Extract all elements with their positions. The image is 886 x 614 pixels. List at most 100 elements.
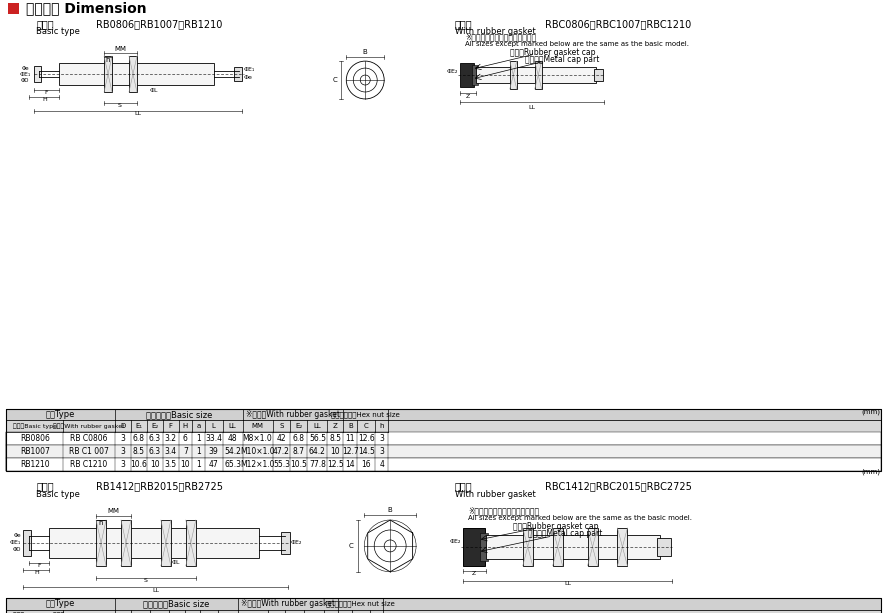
Text: 7: 7 xyxy=(183,448,188,456)
Text: ΦE₂: ΦE₂ xyxy=(449,540,461,545)
Text: 3.5: 3.5 xyxy=(165,460,176,469)
Bar xyxy=(471,65,478,85)
Text: 帽金属件Metal cap part: 帽金属件Metal cap part xyxy=(525,55,598,64)
Text: Basic type: Basic type xyxy=(36,489,80,499)
Bar xyxy=(522,528,532,566)
Text: ΦL: ΦL xyxy=(171,561,180,565)
Text: S: S xyxy=(279,424,284,429)
Bar xyxy=(593,69,602,81)
Text: LL: LL xyxy=(310,613,318,614)
Text: L: L xyxy=(206,613,211,614)
Text: 带胶垫With rubber gasket: 带胶垫With rubber gasket xyxy=(53,424,125,429)
Text: 1: 1 xyxy=(196,434,200,443)
Text: 带胶型: 带胶型 xyxy=(455,481,472,491)
Text: 39: 39 xyxy=(208,448,218,456)
Text: 10: 10 xyxy=(330,448,339,456)
Text: 胶垫帽Rubber gasket cap: 胶垫帽Rubber gasket cap xyxy=(512,521,598,530)
Text: 47.2: 47.2 xyxy=(273,448,290,456)
Text: ※带胶垫With rubber gasket: ※带胶垫With rubber gasket xyxy=(241,599,335,608)
Text: S: S xyxy=(274,613,278,614)
Text: LL: LL xyxy=(223,613,231,614)
Text: 14.5: 14.5 xyxy=(357,448,374,456)
Text: E₁: E₁ xyxy=(136,424,143,429)
Text: With rubber gasket: With rubber gasket xyxy=(455,489,535,499)
Bar xyxy=(6,408,880,472)
Text: a: a xyxy=(196,424,200,429)
Text: 56.5: 56.5 xyxy=(308,434,325,443)
Bar xyxy=(96,520,106,566)
Text: 六角螺母尺寸Hex nut size: 六角螺母尺寸Hex nut size xyxy=(331,411,400,418)
Text: 胶垫帽Rubber gasket cap: 胶垫帽Rubber gasket cap xyxy=(509,48,595,56)
Text: 11: 11 xyxy=(346,434,354,443)
Text: 1: 1 xyxy=(196,460,200,469)
Text: LL: LL xyxy=(528,105,534,110)
Text: h: h xyxy=(374,613,378,614)
Text: RBC0806・RBC1007・RBC1210: RBC0806・RBC1007・RBC1210 xyxy=(544,19,690,29)
Bar xyxy=(6,432,880,445)
Text: E₂: E₂ xyxy=(156,613,163,614)
Text: LL: LL xyxy=(563,581,571,586)
Bar xyxy=(587,528,597,566)
Text: E₂: E₂ xyxy=(152,424,159,429)
Text: 基本型尺寸Basic size: 基本型尺寸Basic size xyxy=(143,599,209,608)
Text: 3: 3 xyxy=(379,434,384,443)
Text: 16: 16 xyxy=(361,460,370,469)
Text: 帽金属件Metal cap part: 帽金属件Metal cap part xyxy=(527,529,602,538)
Text: RB C0806: RB C0806 xyxy=(70,434,108,443)
Bar xyxy=(6,408,880,421)
Text: 10: 10 xyxy=(180,460,190,469)
Text: Z: Z xyxy=(329,613,333,614)
Text: ※带胶垫With rubber gasket: ※带胶垫With rubber gasket xyxy=(245,410,339,419)
Text: D: D xyxy=(120,424,126,429)
Text: 10: 10 xyxy=(150,460,159,469)
Text: E₁: E₁ xyxy=(136,613,144,614)
Text: 基本型Basic type: 基本型Basic type xyxy=(12,424,57,429)
Text: C: C xyxy=(363,424,369,429)
Bar xyxy=(657,538,671,556)
Text: S: S xyxy=(144,578,148,583)
Text: 12.7: 12.7 xyxy=(341,448,358,456)
Text: RB1007: RB1007 xyxy=(19,448,50,456)
Text: ΦE₁: ΦE₁ xyxy=(10,540,21,545)
Bar xyxy=(160,520,171,566)
Text: ΦD: ΦD xyxy=(12,548,21,553)
Text: 55.3: 55.3 xyxy=(273,460,290,469)
Bar xyxy=(617,528,626,566)
Text: 65.3: 65.3 xyxy=(224,460,241,469)
Text: 77.8: 77.8 xyxy=(308,460,325,469)
Bar xyxy=(509,61,517,89)
Text: H: H xyxy=(190,613,195,614)
Text: 六角螺母尺寸Hex nut size: 六角螺母尺寸Hex nut size xyxy=(326,600,394,607)
Text: LL: LL xyxy=(135,111,141,117)
Text: D: D xyxy=(120,613,126,614)
Bar xyxy=(486,535,659,559)
Text: Φe: Φe xyxy=(244,74,253,80)
Text: With rubber gasket: With rubber gasket xyxy=(455,27,535,36)
Text: (mm): (mm) xyxy=(860,468,880,475)
Bar xyxy=(185,520,196,566)
Text: h: h xyxy=(379,424,384,429)
Text: Φe: Φe xyxy=(13,534,21,538)
Bar xyxy=(6,421,880,432)
Text: RB0806・RB1007・RB1210: RB0806・RB1007・RB1210 xyxy=(96,19,222,29)
Text: 3: 3 xyxy=(120,460,125,469)
Text: ΦE₁: ΦE₁ xyxy=(244,66,254,72)
Text: 外型尺寸 Dimension: 外型尺寸 Dimension xyxy=(27,1,147,15)
Text: 3: 3 xyxy=(379,448,384,456)
Text: 54.2: 54.2 xyxy=(224,448,241,456)
Text: C: C xyxy=(359,613,363,614)
Text: Z: Z xyxy=(471,571,476,577)
Bar xyxy=(6,458,880,472)
Bar xyxy=(35,66,42,82)
Text: All sizes except marked below are the same as the basic model.: All sizes except marked below are the sa… xyxy=(468,515,691,521)
Text: H: H xyxy=(183,424,188,429)
Text: 6.8: 6.8 xyxy=(133,434,144,443)
Text: M10×1.0: M10×1.0 xyxy=(240,448,275,456)
Bar xyxy=(552,528,562,566)
Bar xyxy=(280,532,290,554)
Bar xyxy=(460,63,473,87)
Text: RB C1210: RB C1210 xyxy=(70,460,107,469)
Text: 64.2: 64.2 xyxy=(308,448,325,456)
Text: RB1412・RB2015・RB2725: RB1412・RB2015・RB2725 xyxy=(96,481,223,491)
Text: Z: Z xyxy=(465,95,470,99)
